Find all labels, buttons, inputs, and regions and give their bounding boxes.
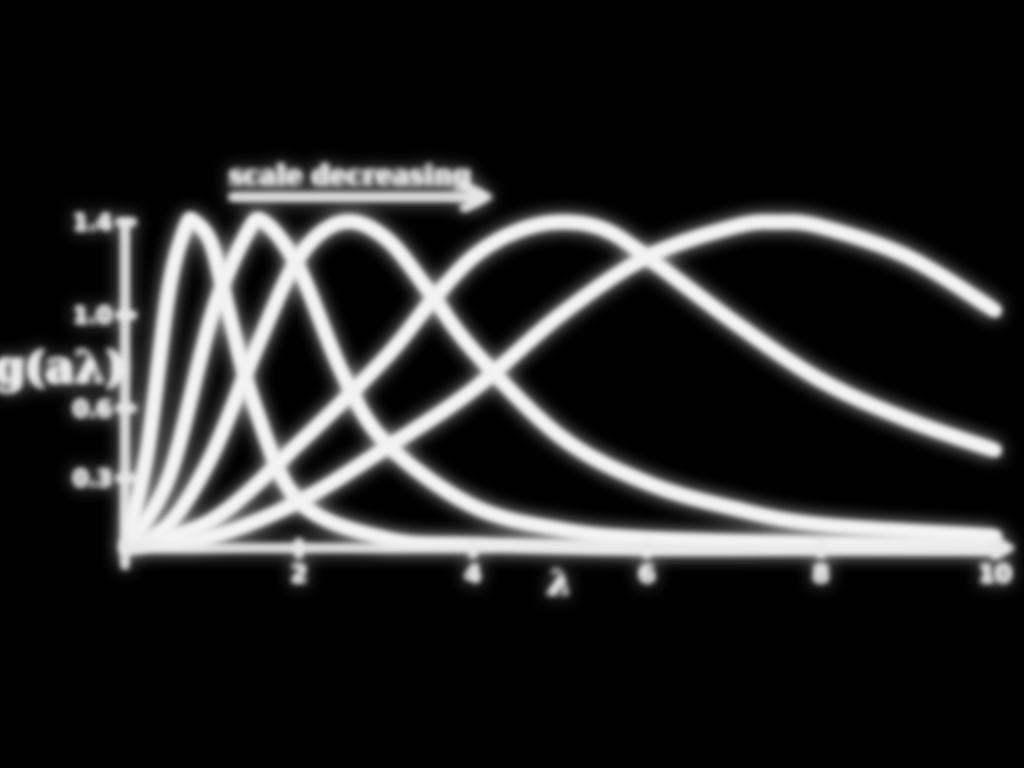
- x-tick-label: 10: [978, 560, 1011, 588]
- chart-glow-layer: 2 4 6 8 10 0.3 0.6 1.0 1.4 g(aλ) λ scale decrea…: [0, 161, 1015, 603]
- y-tick-label: 0.3: [73, 467, 112, 492]
- series-curve-2: [119, 213, 1001, 554]
- y-tick-label: 1.4: [73, 211, 112, 236]
- series-curve-core-5: [123, 220, 997, 550]
- series-curve-3: [119, 215, 1001, 554]
- scale-annotation: scale decreasing: [229, 161, 471, 191]
- x-tick-label: 6: [639, 560, 656, 588]
- series-curve-core-2: [123, 217, 997, 550]
- x-ticks: 2 4 6 8 10: [291, 539, 1012, 588]
- series-curve-core-1: [123, 217, 997, 550]
- series-curve-1: [119, 213, 1001, 554]
- scale-annotation-arrowhead: [461, 183, 493, 211]
- x-tick-label: 2: [291, 560, 308, 588]
- series-curve-core-4: [123, 220, 997, 550]
- series-layer: [119, 213, 1001, 554]
- y-axis-label: g(aλ): [0, 342, 126, 393]
- series-curve-core-3: [123, 219, 997, 550]
- y-ticks: 0.3 0.6 1.0 1.4: [73, 211, 136, 492]
- x-axis-label: λ: [546, 563, 572, 603]
- y-tick-label: 0.6: [73, 397, 112, 422]
- x-tick-label: 8: [813, 560, 830, 588]
- x-tick-label: 4: [465, 560, 482, 588]
- series-curve-5: [119, 216, 1001, 554]
- x-axis-arrowhead: [992, 539, 1015, 558]
- y-tick-label: 1.0: [73, 304, 112, 329]
- series-curve-4: [119, 216, 1001, 554]
